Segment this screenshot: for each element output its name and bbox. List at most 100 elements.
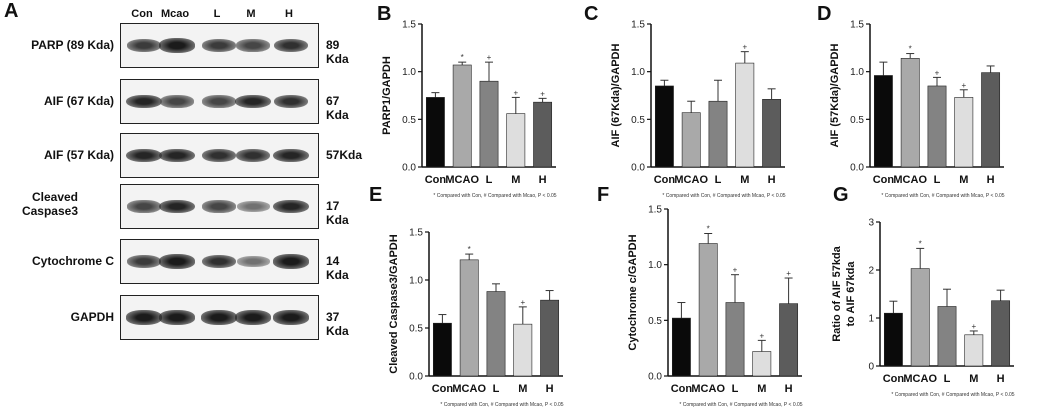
bar <box>964 334 984 367</box>
bar <box>873 75 893 168</box>
y-tick-label: 1.0 <box>402 67 416 78</box>
bar <box>459 259 479 377</box>
bar <box>900 58 920 168</box>
blot-band <box>201 95 237 108</box>
x-tick-label: Con <box>671 383 693 395</box>
blot-membrane <box>120 133 319 178</box>
bar <box>927 85 947 168</box>
blot-band <box>273 254 309 269</box>
significance-mark: + <box>520 298 525 307</box>
significance-mark: + <box>513 88 518 97</box>
blot-row-label: Cytochrome C <box>31 254 114 268</box>
chart-footnote: * Compared with Con, # Compared with Mca… <box>433 193 556 199</box>
x-tick-label: M <box>511 174 520 186</box>
x-tick-label: H <box>546 383 554 395</box>
blot-molecular-weight: 57Kda <box>326 148 363 162</box>
blot-band <box>159 38 195 53</box>
y-tick-label: 0.0 <box>402 163 416 174</box>
x-tick-label: Con <box>873 174 895 186</box>
blot-molecular-weight: 89 Kda <box>326 38 349 66</box>
blot-lane-header: Con <box>131 8 153 20</box>
blot-band <box>201 200 237 213</box>
significance-mark: * <box>707 224 710 233</box>
x-tick-label: L <box>486 174 493 186</box>
blot-band <box>201 254 237 269</box>
x-tick-label: H <box>768 174 776 186</box>
y-axis-label: PARP1/GAPDH <box>381 56 393 135</box>
y-tick-label: 1.5 <box>409 228 423 239</box>
bar <box>708 100 728 168</box>
blot-lane-header: M <box>246 8 256 20</box>
bar <box>735 62 755 168</box>
blot-band <box>126 148 162 163</box>
blot-band <box>126 200 162 213</box>
blot-lane-header: L <box>213 8 221 20</box>
panel-letter-c: C <box>584 3 599 25</box>
blot-row-label: GAPDH <box>70 310 114 324</box>
blot-band <box>235 148 271 163</box>
blot-row-label: PARP (89 Kda) <box>31 38 114 52</box>
x-tick-label: Con <box>425 174 447 186</box>
significance-mark: + <box>935 68 940 77</box>
significance-mark: + <box>759 331 764 340</box>
bar <box>533 101 553 168</box>
x-tick-label: H <box>987 174 995 186</box>
blot-molecular-weight: 14 Kda <box>326 254 349 282</box>
x-tick-label: MCAO <box>674 174 708 186</box>
y-tick-label: 0.0 <box>850 163 864 174</box>
y-axis-label: AIF (57Kda)/GAPDH <box>829 43 841 147</box>
blot-band <box>273 94 309 109</box>
blot-band <box>235 39 271 52</box>
blot-membrane <box>120 295 319 340</box>
bar <box>762 99 782 168</box>
blot-band <box>126 39 162 52</box>
panel-letter-g: G <box>833 184 849 206</box>
blot-band <box>201 310 237 325</box>
blot-molecular-weight: 17 Kda <box>326 199 349 227</box>
y-tick-label: 1.5 <box>631 20 645 31</box>
bar <box>883 312 903 367</box>
blot-band <box>126 94 162 109</box>
blot-band <box>159 148 195 163</box>
blot-row-label: AIF (67 Kda) <box>43 94 114 108</box>
bar <box>452 64 472 168</box>
bar <box>752 351 772 377</box>
western-blot-panel: A Con Mcao L M H PARP (89 Kda) 89 Kda AIF (67 … <box>0 0 363 407</box>
y-axis-label: Cleaved Caspase3/GAPDH <box>388 234 400 373</box>
x-tick-label: MCAO <box>691 383 725 395</box>
significance-mark: + <box>733 266 738 275</box>
y-axis-label: to AIF 67kda <box>845 261 857 327</box>
x-tick-label: M <box>740 174 749 186</box>
panel-letter-e: E <box>369 184 383 206</box>
blot-band <box>236 201 270 212</box>
y-tick-label: 1 <box>868 314 874 325</box>
blot-band <box>201 39 237 52</box>
y-tick-label: 2 <box>868 266 874 277</box>
x-tick-label: H <box>997 373 1005 385</box>
y-tick-label: 0.5 <box>409 324 423 335</box>
y-tick-label: 0.5 <box>631 115 645 126</box>
x-tick-label: MCAO <box>445 174 479 186</box>
blot-band <box>235 310 271 325</box>
x-tick-label: H <box>539 174 547 186</box>
y-axis-label: AIF (67Kda)/GAPDH <box>610 43 622 147</box>
blot-band <box>126 310 162 325</box>
chart-footnote: * Compared with Con, # Compared with Mca… <box>881 193 1004 199</box>
x-tick-label: L <box>493 383 500 395</box>
bar <box>991 300 1011 367</box>
y-tick-label: 1.0 <box>631 67 645 78</box>
significance-mark: * <box>468 245 471 254</box>
bar <box>681 112 701 168</box>
significance-mark: + <box>540 89 545 98</box>
y-tick-label: 0.5 <box>648 316 662 327</box>
blot-band <box>159 95 195 108</box>
blot-band <box>126 255 162 268</box>
blot-molecular-weight: 67 Kda <box>326 94 349 122</box>
y-tick-label: 0.0 <box>648 372 662 383</box>
x-tick-label: L <box>944 373 951 385</box>
chart-footnote: * Compared with Con, # Compared with Mca… <box>891 392 1014 398</box>
bar <box>937 306 957 367</box>
significance-mark: + <box>742 43 747 52</box>
panel-letter-f: F <box>597 184 610 206</box>
bar-chart-f: 0.0 0.5 1.0 1.5 Cytochrome c/GAPDH Con * MCAO + L… <box>627 205 803 407</box>
